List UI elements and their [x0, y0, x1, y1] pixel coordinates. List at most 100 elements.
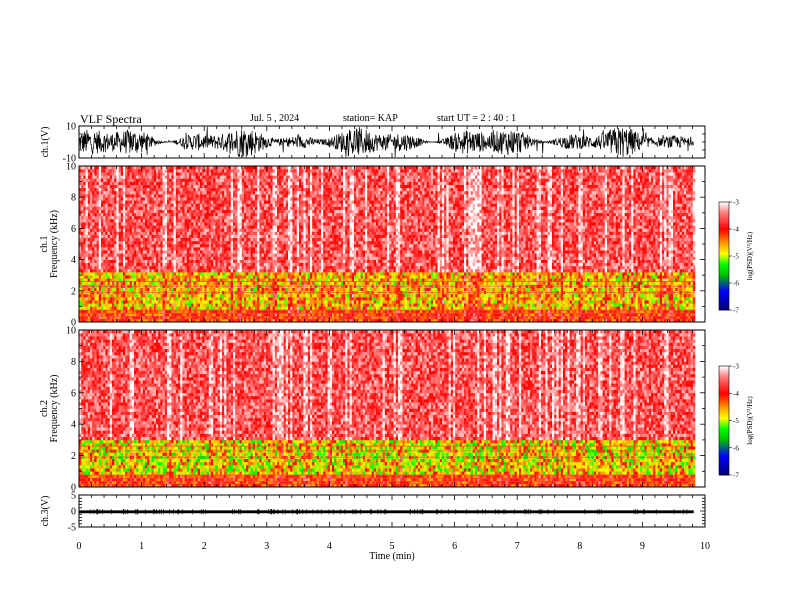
spectrogram-cell: [134, 269, 137, 272]
spectrogram-cell: [268, 253, 271, 256]
spectrogram-cell: [165, 191, 168, 194]
spectrogram-cell: [163, 225, 166, 228]
spectrogram-cell: [134, 191, 137, 194]
spectrogram-cell: [198, 288, 201, 291]
spectrogram-cell: [185, 200, 188, 203]
spectrogram-cell: [270, 253, 273, 256]
spectrogram-cell: [163, 263, 166, 266]
spectrogram-cell: [218, 175, 221, 178]
spectrogram-cell: [130, 172, 133, 175]
spectrogram-cell: [163, 253, 166, 256]
spectrogram-cell: [180, 182, 183, 185]
spectrogram-cell: [105, 200, 108, 203]
spectrogram-cell: [209, 303, 212, 306]
spectrogram-cell: [259, 222, 262, 225]
spectrogram-cell: [215, 175, 218, 178]
spectrogram-cell: [286, 235, 289, 238]
spectrogram-cell: [297, 216, 300, 219]
spectrogram-cell: [242, 260, 245, 263]
spectrogram-cell: [97, 266, 100, 269]
spectrogram-cell: [112, 179, 115, 182]
spectrogram-cell: [248, 306, 251, 309]
spectrogram-cell: [103, 210, 106, 213]
spectrogram-cell: [281, 166, 284, 169]
spectrogram-cell: [130, 188, 133, 191]
spectrogram-cell: [134, 297, 137, 300]
spectrogram-cell: [167, 235, 170, 238]
spectrogram-cell: [86, 197, 89, 200]
spectrogram-cell: [237, 260, 240, 263]
spectrogram-cell: [119, 241, 122, 244]
spectrogram-cell: [262, 300, 265, 303]
spectrogram-cell: [143, 288, 146, 291]
spectrogram-cell: [121, 194, 124, 197]
spectrogram-cell: [191, 203, 194, 206]
spectrogram-cell: [130, 203, 133, 206]
spectrogram-cell: [105, 175, 108, 178]
spectrogram-cell: [222, 294, 225, 297]
spectrogram-cell: [182, 288, 185, 291]
spectrogram-cell: [83, 207, 86, 210]
spectrogram-cell: [108, 294, 111, 297]
spectrogram-cell: [262, 228, 265, 231]
spectrogram-cell: [242, 244, 245, 247]
spectrogram-cell: [255, 306, 258, 309]
spectrogram-cell: [244, 210, 247, 213]
spectrogram-cell: [101, 294, 104, 297]
spectrogram-cell: [154, 194, 157, 197]
spectrogram-cell: [275, 210, 278, 213]
spectrogram-cell: [255, 191, 258, 194]
spectrogram-cell: [277, 228, 280, 231]
spectrogram-cell: [279, 194, 282, 197]
spectrogram-cell: [147, 257, 150, 260]
spectrogram-cell: [198, 182, 201, 185]
spectrogram-cell: [83, 263, 86, 266]
spectrogram-cell: [211, 257, 214, 260]
spectrogram-cell: [202, 257, 205, 260]
spectrogram-cell: [108, 185, 111, 188]
spectrogram-cell: [171, 241, 174, 244]
spectrogram-cell: [141, 194, 144, 197]
spectrogram-cell: [295, 241, 298, 244]
spectrogram-cell: [257, 182, 260, 185]
spectrogram-cell: [288, 303, 291, 306]
spectrogram-cell: [99, 269, 102, 272]
spectrogram-cell: [121, 269, 124, 272]
spectrogram-cell: [134, 166, 137, 169]
spectrogram-cell: [200, 219, 203, 222]
spectrogram-cell: [160, 213, 163, 216]
spectrogram-cell: [193, 207, 196, 210]
spectrogram-cell: [248, 228, 251, 231]
spectrogram-cell: [178, 203, 181, 206]
spectrogram-cell: [174, 275, 177, 278]
spectrogram-cell: [235, 241, 238, 244]
spectrogram-cell: [222, 260, 225, 263]
spectrogram-cell: [99, 260, 102, 263]
spectrogram-cell: [255, 232, 258, 235]
spectrogram-cell: [156, 207, 159, 210]
spectrogram-cell: [110, 275, 113, 278]
spectrogram-cell: [297, 272, 300, 275]
spectrogram-cell: [169, 197, 172, 200]
spectrogram-cell: [178, 235, 181, 238]
spectrogram-cell: [143, 244, 146, 247]
spectrogram-cell: [83, 260, 86, 263]
spectrogram-cell: [273, 197, 276, 200]
spectrogram-cell: [97, 169, 100, 172]
spectrogram-cell: [123, 247, 126, 250]
spectrogram-cell: [191, 200, 194, 203]
spectrogram-cell: [251, 172, 254, 175]
spectrogram-cell: [130, 263, 133, 266]
spectrogram-cell: [213, 250, 216, 253]
spectrogram-cell: [178, 213, 181, 216]
spectrogram-cell: [191, 263, 194, 266]
spectrogram-cell: [103, 235, 106, 238]
spectrogram-cell: [246, 266, 249, 269]
spectrogram-cell: [292, 269, 295, 272]
spectrogram-cell: [244, 182, 247, 185]
spectrogram-cell: [88, 182, 91, 185]
spectrogram-cell: [248, 219, 251, 222]
spectrogram-cell: [116, 203, 119, 206]
spectrogram-cell: [220, 294, 223, 297]
spectrogram-cell: [130, 294, 133, 297]
